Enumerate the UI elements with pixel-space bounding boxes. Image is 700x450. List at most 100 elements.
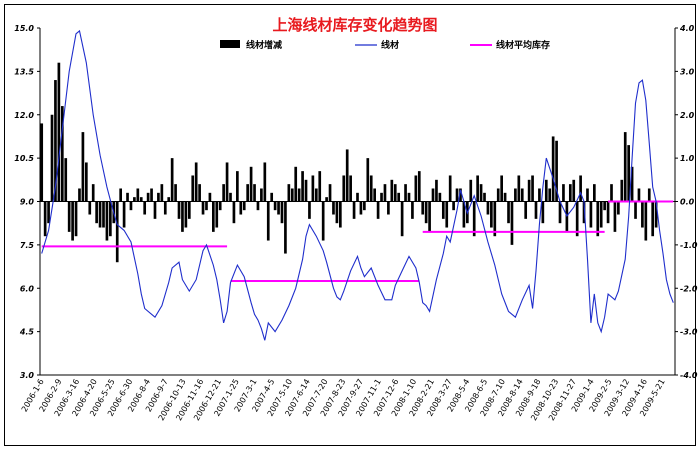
change-bar [129, 201, 133, 211]
change-bar [369, 175, 373, 202]
change-bar [551, 136, 555, 202]
change-bar [376, 201, 380, 219]
change-bar [500, 175, 504, 202]
change-bar [592, 184, 596, 202]
change-bar [517, 175, 521, 202]
change-bar [308, 201, 311, 219]
change-bars [40, 62, 658, 263]
change-bar [356, 192, 359, 202]
change-bar [43, 201, 47, 237]
change-bar [469, 179, 473, 202]
change-bar [57, 62, 61, 202]
change-bar [586, 188, 589, 202]
change-bar [205, 201, 208, 211]
change-bar [637, 188, 641, 202]
left-tick-label: 10.5 [14, 154, 34, 163]
change-bar [198, 184, 201, 202]
change-bar [596, 201, 600, 237]
change-bar [109, 201, 112, 237]
left-tick-label: 7.5 [20, 241, 35, 250]
change-bar [246, 184, 250, 202]
change-bar [462, 201, 466, 228]
change-bar [328, 184, 332, 202]
change-bar [314, 188, 318, 202]
change-bar [284, 201, 287, 254]
change-bar [589, 201, 593, 228]
change-bar [579, 175, 582, 202]
change-bar [167, 197, 171, 202]
change-bar [483, 192, 486, 202]
legend-swatch-bar [220, 40, 240, 48]
change-bar [136, 188, 140, 202]
change-bar [146, 192, 150, 202]
change-bar [445, 201, 449, 228]
change-bar [143, 201, 147, 215]
change-bar [218, 201, 222, 211]
change-bar [610, 184, 613, 202]
change-bar [332, 201, 335, 215]
change-bar [78, 188, 81, 202]
change-bar [555, 140, 558, 202]
change-bar [647, 188, 651, 202]
change-bar [84, 162, 88, 202]
stock-series-line [41, 29, 674, 341]
left-tick-label: 6.0 [20, 284, 35, 293]
change-bar [126, 192, 129, 202]
change-bar [623, 132, 627, 202]
average-lines [41, 200, 674, 283]
change-bar [47, 201, 50, 224]
change-bar [411, 201, 414, 219]
change-bar [428, 201, 431, 232]
change-bar [71, 201, 74, 241]
change-bar [603, 201, 606, 211]
change-bar [229, 192, 232, 202]
change-bar [280, 201, 284, 224]
right-tick-label: 2.0 [680, 111, 695, 120]
change-bar [54, 80, 57, 202]
change-bar [270, 192, 274, 202]
change-bar [479, 184, 483, 202]
change-bar [575, 201, 579, 237]
change-bar [67, 201, 71, 232]
change-bar [620, 179, 624, 202]
change-bar [634, 201, 637, 219]
change-bar [503, 192, 507, 202]
change-bar [644, 201, 648, 241]
change-bar [431, 188, 435, 202]
change-bar [64, 158, 68, 202]
change-bar [325, 197, 328, 202]
change-bar [208, 192, 212, 202]
change-bar [184, 201, 188, 228]
change-bar [311, 175, 315, 202]
change-bar [277, 201, 280, 215]
change-bar [438, 192, 442, 202]
change-bar [562, 184, 565, 202]
change-bar [452, 201, 455, 211]
change-bar [105, 201, 109, 241]
change-bar [606, 201, 610, 224]
change-bar [256, 201, 260, 211]
change-bar [335, 201, 339, 224]
left-tick-label: 15.0 [14, 24, 34, 33]
change-bar [373, 188, 377, 202]
change-bar [493, 201, 497, 237]
change-bar [558, 201, 562, 224]
change-bar [297, 188, 301, 202]
change-bar [290, 188, 294, 202]
change-bar [455, 188, 459, 202]
change-bar [249, 166, 253, 202]
change-bar [160, 184, 164, 202]
left-tick-label: 13.5 [14, 67, 34, 76]
change-bar [435, 179, 438, 202]
left-tick-label: 4.5 [19, 328, 35, 337]
right-tick-label: 3.0 [680, 67, 695, 76]
change-bar [448, 175, 452, 202]
change-bar [534, 201, 538, 219]
change-bar [304, 179, 308, 202]
change-bar [363, 201, 366, 211]
change-bar [318, 171, 322, 202]
change-bar [239, 201, 243, 215]
chart-legend: 线材增减 线材 线材平均库存 [220, 39, 550, 51]
change-bar [366, 158, 370, 202]
